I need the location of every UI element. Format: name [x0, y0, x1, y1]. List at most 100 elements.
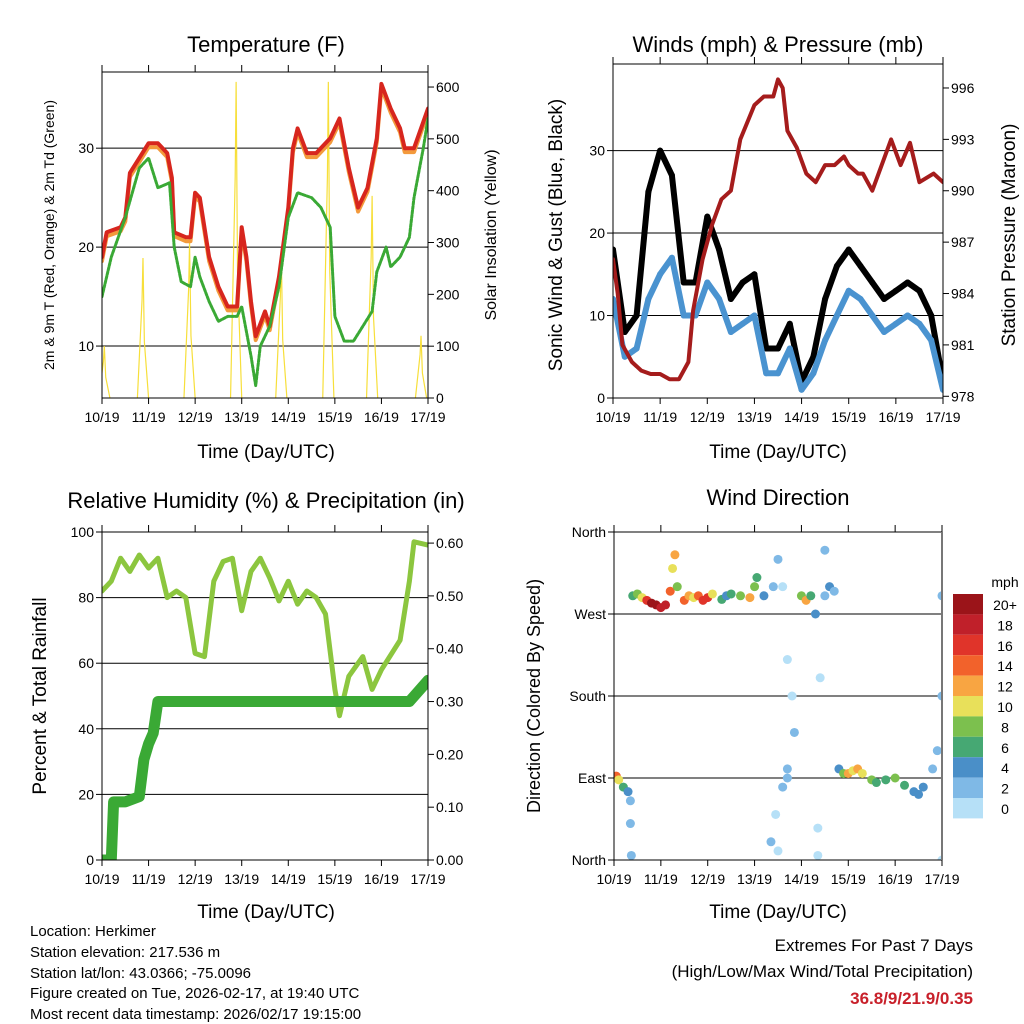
temperature-title: Temperature (F): [187, 32, 345, 57]
gust-point: [763, 345, 770, 352]
gust-point: [751, 271, 758, 278]
sonic-wind-point: [763, 370, 770, 377]
temperature-xtick-label: 17/19: [410, 409, 445, 425]
sonic-wind-point: [668, 254, 675, 261]
winds-title: Winds (mph) & Pressure (mb): [633, 32, 924, 57]
wind-direction-point: [918, 782, 928, 792]
winds-xtick-label: 13/19: [737, 409, 772, 425]
wind-direction-point: [890, 773, 900, 783]
legend-swatch: [953, 716, 983, 737]
temperature-ytick-right-label: 300: [436, 235, 460, 251]
humidity-xtick-label: 11/19: [132, 871, 166, 887]
wind-direction-point: [782, 655, 792, 665]
humidity-ytick-right-label: 0.30: [436, 694, 463, 710]
gust-point: [727, 296, 734, 303]
legend-label: 0: [1001, 801, 1009, 817]
legend-label: 16: [997, 638, 1013, 654]
extremes-title: Extremes For Past 7 Days: [775, 936, 973, 955]
winds-xtick-label: 11/19: [643, 409, 677, 425]
humidity-ytick-label: 100: [71, 524, 95, 540]
direction-xtick-label: 16/19: [878, 871, 913, 887]
temperature-ytick-right-label: 0: [436, 390, 444, 406]
legend-swatch: [953, 757, 983, 778]
legend-swatch: [953, 675, 983, 696]
humidity-ytick-right-label: 0.40: [436, 641, 463, 657]
humidity-plot-area: [102, 539, 428, 860]
wind-direction-point: [829, 586, 839, 596]
sonic-wind-point: [727, 329, 734, 336]
total-precipitation-line: [102, 674, 428, 860]
wind-direction-point: [707, 589, 717, 599]
direction-ytick-label: North: [572, 524, 606, 540]
wind-direction-point: [759, 591, 769, 601]
gust-point: [869, 279, 876, 286]
humidity-xtick-label: 12/19: [178, 871, 213, 887]
2m-td-line: [102, 117, 428, 388]
temperature-xtick-label: 13/19: [224, 409, 259, 425]
humidity-xtick-label: 13/19: [224, 871, 259, 887]
humidity-ytick-label: 60: [78, 655, 94, 671]
winds-ytick-label: 20: [589, 225, 605, 241]
direction-xtick-label: 10/19: [596, 871, 631, 887]
wind-direction-point: [900, 780, 910, 790]
winds-ytick-right-label: 990: [951, 183, 975, 199]
humidity-ytick-right-label: 0.20: [436, 746, 463, 762]
wind-direction-point: [815, 673, 825, 683]
sonic-wind-point: [869, 312, 876, 319]
temperature-xtick-label: 12/19: [178, 409, 213, 425]
gust-point: [786, 320, 793, 327]
gust-point: [833, 263, 840, 270]
gust-point: [881, 296, 888, 303]
wind-direction-point: [750, 582, 760, 592]
winds-ylabel: Sonic Wind & Gust (Blue, Black): [546, 99, 567, 371]
legend-swatch: [953, 614, 983, 635]
sonic-wind-point: [940, 386, 943, 393]
2m-t-line: [102, 81, 428, 339]
winds-frame: [612, 63, 944, 399]
humidity-xtick-label: 15/19: [317, 871, 352, 887]
solar-insolation-spike: [136, 258, 150, 398]
direction-xtick-label: 11/19: [644, 871, 678, 887]
humidity-xtick-label: 17/19: [410, 871, 445, 887]
direction-xtick-label: 15/19: [831, 871, 866, 887]
sonic-wind-point: [833, 312, 840, 319]
sonic-wind-point: [786, 345, 793, 352]
humidity-title: Relative Humidity (%) & Precipitation (i…: [67, 488, 464, 513]
sonic-wind-point: [928, 337, 935, 344]
legend-swatch: [953, 777, 983, 798]
gust-point: [668, 172, 675, 179]
wind-direction-point: [670, 550, 680, 560]
temperature-xtick-label: 10/19: [84, 409, 119, 425]
direction-xtick-label: 17/19: [924, 871, 959, 887]
gust-point: [845, 246, 852, 253]
wind-direction-point: [857, 768, 867, 778]
humidity-ytick-right-label: 0.60: [436, 535, 463, 551]
wind-direction-point: [881, 775, 891, 785]
sonic-wind-point: [704, 279, 711, 286]
winds-xtick-label: 14/19: [784, 409, 819, 425]
footer-elevation: Station elevation: 217.536 m: [30, 944, 220, 961]
wind-direction-point: [773, 554, 783, 564]
gust-point: [633, 312, 640, 319]
winds-panel: 0 10 20 30 978 981 984 987 990 993 996 10/19 11/19 12…: [589, 57, 975, 425]
sonic-wind-point: [904, 312, 911, 319]
legend-swatch: [953, 634, 983, 656]
sonic-wind-point: [751, 312, 758, 319]
legend-label: 14: [997, 658, 1013, 674]
legend-label: 12: [997, 679, 1013, 695]
legend-label: 6: [1001, 740, 1009, 756]
gust-point: [645, 188, 652, 195]
gust-point: [739, 279, 746, 286]
sonic-wind-point: [657, 271, 664, 278]
legend-swatch: [953, 736, 983, 758]
gust-point: [928, 312, 935, 319]
sonic-wind-point: [775, 370, 781, 377]
winds-ytick-right-label: 978: [951, 388, 975, 404]
extremes-subtitle: (High/Low/Max Wind/Total Precipitation): [672, 962, 973, 981]
sonic-wind-point: [881, 329, 888, 336]
gust-point: [657, 147, 664, 154]
wind-direction-point: [937, 855, 942, 860]
wind-direction-point: [806, 591, 816, 601]
